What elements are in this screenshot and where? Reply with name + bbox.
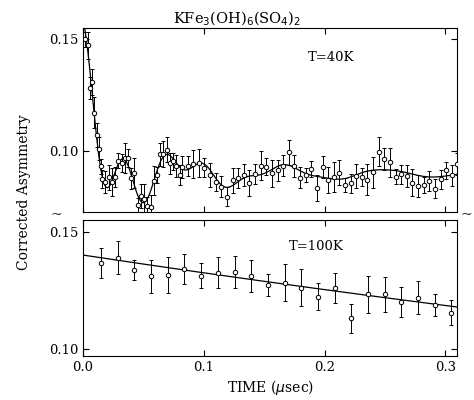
Text: ~: ~ [461, 208, 473, 222]
X-axis label: TIME ($\mu$sec): TIME ($\mu$sec) [227, 378, 314, 397]
Text: ~: ~ [51, 208, 63, 222]
Text: T=100K: T=100K [289, 240, 344, 253]
Text: T=40K: T=40K [308, 51, 354, 64]
Text: Corrected Asymmetry: Corrected Asymmetry [17, 114, 31, 270]
Text: KFe$_3$(OH)$_6$(SO$_4$)$_2$: KFe$_3$(OH)$_6$(SO$_4$)$_2$ [173, 10, 301, 28]
